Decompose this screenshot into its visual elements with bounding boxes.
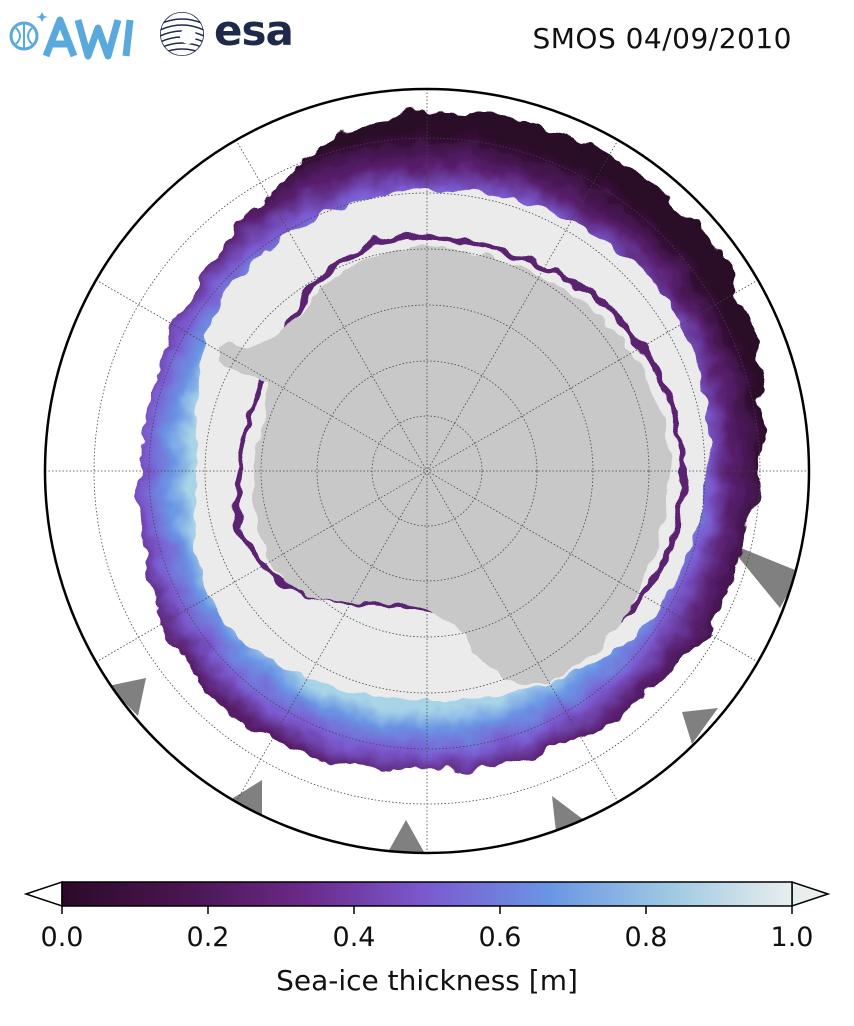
colorbar-gradient <box>61 881 793 907</box>
graticule-meridians <box>45 89 809 853</box>
colorbar-tick-label: 0.6 <box>478 922 522 953</box>
colorbar-extend-max <box>791 880 831 908</box>
no-data-patch <box>726 542 800 608</box>
colorbar-label: Sea-ice thickness [m] <box>276 964 578 997</box>
colorbar-tick-label: 0.8 <box>624 922 668 953</box>
colorbar-ticks <box>61 906 793 914</box>
awi-logo-icon <box>9 12 134 60</box>
colorbar-tick-label: 0.0 <box>40 922 84 953</box>
colorbar-tick-label: 1.0 <box>770 922 814 953</box>
map-title: SMOS 04/09/2010 <box>532 22 792 55</box>
no-data-patch <box>682 708 718 744</box>
colorbar <box>23 880 831 914</box>
sea-ice-map <box>43 87 811 855</box>
awi-logo <box>6 6 146 62</box>
esa-wordmark: esa <box>214 6 294 55</box>
colorbar-tick-label: 0.2 <box>186 922 230 953</box>
colorbar-extend-min <box>23 880 63 908</box>
esa-globe-icon <box>160 12 204 56</box>
esa-logo: esa <box>158 6 308 62</box>
no-data-patch <box>108 678 146 716</box>
map-boundary <box>43 87 811 855</box>
colorbar-tick-label: 0.4 <box>332 922 376 953</box>
no-data-patch <box>388 820 424 852</box>
